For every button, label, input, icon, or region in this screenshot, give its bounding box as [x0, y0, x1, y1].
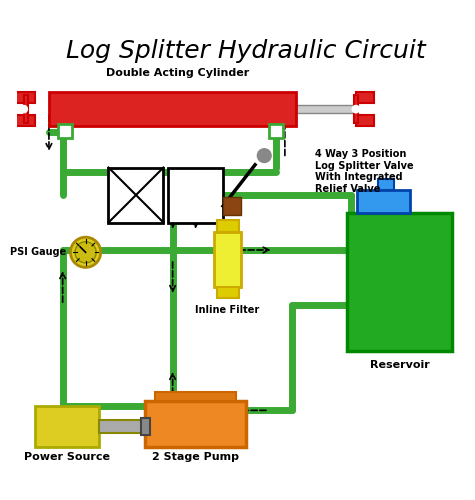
Text: PSI Gauge: PSI Gauge	[10, 248, 66, 258]
Circle shape	[75, 242, 96, 263]
Bar	[12, 92, 35, 103]
Text: 4 Way 3 Position
Log Splitter Valve
With Integrated
Relief Valve: 4 Way 3 Position Log Splitter Valve With…	[314, 149, 413, 194]
Bar	[35, 406, 99, 447]
Bar	[12, 115, 35, 126]
Bar	[356, 92, 374, 103]
Bar	[296, 106, 356, 113]
Circle shape	[352, 106, 360, 113]
FancyBboxPatch shape	[168, 168, 223, 222]
Bar	[217, 286, 238, 298]
Text: 2 Stage Pump: 2 Stage Pump	[152, 452, 239, 462]
Circle shape	[257, 149, 271, 162]
Bar	[223, 197, 241, 215]
Bar	[24, 96, 28, 123]
Bar	[141, 418, 150, 434]
Bar	[58, 124, 72, 138]
Bar	[356, 115, 374, 126]
Text: Double Acting Cylinder: Double Acting Cylinder	[105, 68, 249, 78]
Bar	[378, 179, 394, 190]
Text: Log Splitter Hydraulic Circuit: Log Splitter Hydraulic Circuit	[66, 40, 426, 64]
Circle shape	[20, 106, 28, 113]
Bar	[357, 190, 410, 214]
Text: Power Source: Power Source	[24, 452, 110, 462]
Bar	[99, 420, 145, 432]
Text: Inline Filter: Inline Filter	[196, 305, 260, 315]
Bar	[347, 214, 452, 351]
Bar	[145, 401, 246, 447]
Bar	[214, 232, 241, 286]
FancyBboxPatch shape	[108, 168, 163, 222]
Bar	[353, 96, 358, 123]
Bar	[217, 220, 238, 232]
Bar	[49, 92, 296, 126]
Bar	[155, 392, 236, 401]
Text: Reservoir: Reservoir	[370, 360, 429, 370]
Circle shape	[70, 237, 101, 268]
Bar	[269, 124, 283, 138]
